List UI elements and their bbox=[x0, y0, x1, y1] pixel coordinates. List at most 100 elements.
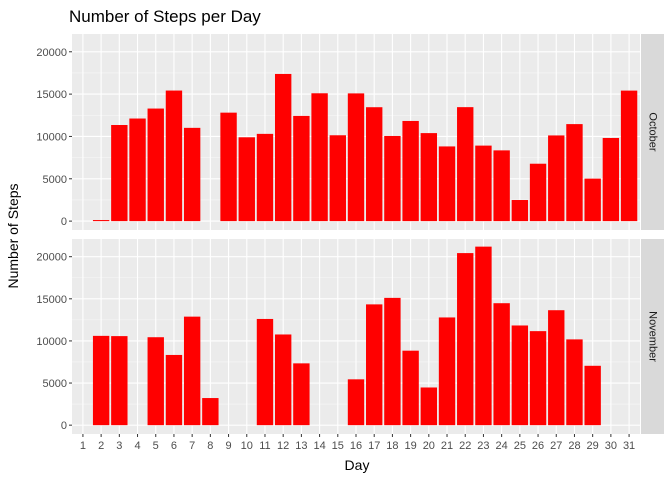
x-tick-label: 6 bbox=[171, 440, 177, 452]
bar bbox=[402, 350, 419, 426]
y-tick-label: 0 bbox=[61, 420, 67, 432]
x-axis: 1 2 3 4 5 6 7 8 9 10 11 12 13 14 15 16 17 18 19 20 21 22 23 24 2… bbox=[80, 434, 635, 452]
bar bbox=[165, 354, 183, 426]
bar bbox=[274, 73, 292, 222]
bar bbox=[293, 115, 310, 222]
bar bbox=[183, 316, 201, 426]
bar bbox=[602, 137, 620, 222]
x-tick-label: 17 bbox=[368, 440, 380, 452]
x-tick-label: 30 bbox=[605, 440, 617, 452]
x-tick-label: 12 bbox=[277, 440, 289, 452]
y-tick-label: 5000 bbox=[43, 378, 67, 390]
x-tick-label: 3 bbox=[116, 440, 122, 452]
bar bbox=[366, 304, 383, 426]
bar bbox=[548, 135, 565, 222]
y-tick-label: 10000 bbox=[36, 131, 67, 143]
x-tick-label: 31 bbox=[623, 440, 635, 452]
x-tick-label: 4 bbox=[134, 440, 140, 452]
x-tick-label: 19 bbox=[404, 440, 416, 452]
chart-title: Number of Steps per Day bbox=[69, 7, 261, 26]
x-tick-label: 1 bbox=[80, 440, 86, 452]
x-tick-label: 15 bbox=[332, 440, 344, 452]
y-tick-label: 15000 bbox=[36, 294, 67, 306]
bar bbox=[293, 363, 310, 426]
x-tick-label: 21 bbox=[441, 440, 453, 452]
bar bbox=[584, 365, 601, 426]
bar bbox=[111, 124, 128, 222]
facet-strip bbox=[641, 34, 664, 230]
bar bbox=[92, 335, 110, 426]
bar bbox=[566, 124, 583, 222]
x-tick-label: 10 bbox=[241, 440, 253, 452]
bar bbox=[457, 253, 474, 426]
y-tick-label: 15000 bbox=[36, 89, 67, 101]
bar bbox=[311, 93, 328, 222]
bar bbox=[274, 334, 292, 426]
bar bbox=[620, 90, 638, 222]
bar bbox=[366, 107, 383, 222]
x-tick-label: 9 bbox=[226, 440, 232, 452]
x-tick-label: 24 bbox=[496, 440, 508, 452]
bar bbox=[420, 387, 438, 426]
bar bbox=[111, 336, 128, 426]
x-tick-label: 11 bbox=[259, 440, 270, 452]
bar bbox=[493, 303, 510, 426]
bar bbox=[129, 118, 146, 222]
facet-strip-label: November bbox=[647, 311, 659, 362]
y-tick-label: 0 bbox=[61, 216, 67, 228]
panel-october: 0 5000 10000 15000 20000 October bbox=[36, 34, 664, 230]
x-tick-label: 14 bbox=[313, 440, 325, 452]
x-tick-label: 16 bbox=[350, 440, 362, 452]
bar bbox=[183, 127, 201, 222]
y-axis-title: Number of Steps bbox=[5, 183, 21, 288]
bar bbox=[384, 297, 401, 426]
bar bbox=[529, 163, 547, 222]
bar bbox=[238, 137, 255, 222]
x-tick-label: 26 bbox=[532, 440, 544, 452]
x-tick-label: 29 bbox=[587, 440, 599, 452]
bar bbox=[493, 150, 510, 222]
y-tick-label: 10000 bbox=[36, 336, 67, 348]
bar bbox=[475, 145, 492, 222]
x-tick-label: 13 bbox=[295, 440, 307, 452]
facet-strip bbox=[641, 239, 664, 434]
bar bbox=[165, 90, 183, 222]
bar bbox=[457, 107, 474, 222]
bar bbox=[256, 133, 274, 222]
x-tick-label: 8 bbox=[207, 440, 213, 452]
bar bbox=[220, 112, 237, 222]
x-tick-label: 25 bbox=[514, 440, 526, 452]
bar bbox=[438, 146, 456, 222]
bar bbox=[548, 310, 565, 426]
bar bbox=[329, 135, 346, 222]
bar bbox=[256, 318, 274, 426]
bar bbox=[202, 398, 219, 426]
bar bbox=[147, 337, 164, 426]
bar bbox=[438, 317, 456, 426]
x-tick-label: 18 bbox=[386, 440, 398, 452]
y-tick-label: 20000 bbox=[36, 47, 67, 59]
bar bbox=[529, 331, 547, 426]
bar bbox=[584, 178, 601, 222]
y-tick-label: 20000 bbox=[36, 252, 67, 264]
x-tick-label: 2 bbox=[98, 440, 104, 452]
bar bbox=[347, 93, 365, 222]
facet-strip-label: October bbox=[647, 112, 659, 151]
bar bbox=[147, 108, 164, 222]
bar bbox=[511, 325, 529, 426]
bar bbox=[347, 379, 365, 426]
x-tick-label: 27 bbox=[550, 440, 562, 452]
x-axis-title: Day bbox=[345, 457, 370, 473]
bar bbox=[92, 220, 110, 222]
bar bbox=[566, 339, 583, 426]
x-tick-label: 20 bbox=[423, 440, 435, 452]
x-tick-label: 5 bbox=[153, 440, 159, 452]
x-tick-label: 7 bbox=[189, 440, 195, 452]
bar bbox=[511, 200, 529, 222]
panel-november: 0 5000 10000 15000 20000 November bbox=[36, 239, 664, 434]
x-tick-label: 23 bbox=[477, 440, 489, 452]
x-tick-label: 22 bbox=[459, 440, 471, 452]
bar bbox=[475, 246, 492, 426]
bar bbox=[402, 120, 419, 222]
